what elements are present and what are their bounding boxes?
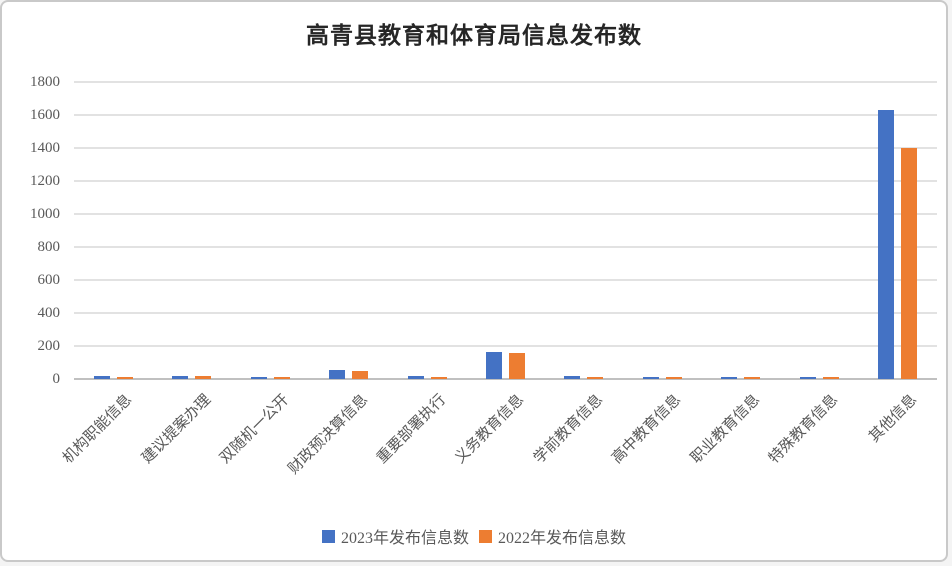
- gridline: [74, 213, 937, 215]
- legend-swatch-icon: [479, 529, 492, 543]
- y-tick-label: 1000: [30, 206, 60, 222]
- gridline: [74, 114, 937, 116]
- legend: 2023年发布信息数 2022年发布信息数: [2, 524, 946, 548]
- bar-2023年发布信息数: [564, 375, 581, 379]
- legend-label: 2022年发布信息数: [498, 530, 627, 547]
- bar-2023年发布信息数: [93, 375, 110, 379]
- bar-2023年发布信息数: [486, 351, 502, 379]
- y-tick-label: 600: [37, 272, 61, 288]
- bar-2022年发布信息数: [509, 352, 525, 379]
- legend-label: 2023年发布信息数: [340, 530, 469, 547]
- bar-2022年发布信息数: [195, 376, 212, 379]
- bar-2022年发布信息数: [273, 377, 290, 379]
- y-tick-label: 1200: [30, 173, 60, 189]
- y-tick-label: 1400: [30, 140, 60, 156]
- gridline: [74, 312, 937, 314]
- plot-area: 0 200 400 600 800 1000 1200 1400 1600 1800: [2, 2, 946, 560]
- legend-item: 2022年发布信息数: [479, 524, 626, 548]
- bar-2023年发布信息数: [721, 377, 738, 379]
- x-axis-line: [74, 378, 937, 380]
- y-tick-label: 1600: [30, 107, 60, 123]
- bar-2022年发布信息数: [352, 370, 369, 379]
- gridline: [74, 81, 937, 83]
- gridline: [74, 345, 937, 347]
- y-tick-label: 800: [37, 239, 61, 255]
- legend-item: 2023年发布信息数: [321, 524, 469, 548]
- bar-2022年发布信息数: [587, 377, 604, 379]
- y-tick-label: 1800: [30, 74, 60, 90]
- gridline: [74, 246, 937, 248]
- bar-2022年发布信息数: [901, 148, 918, 379]
- bar-2023年发布信息数: [799, 377, 816, 379]
- bar-2022年发布信息数: [665, 377, 682, 379]
- bar-2022年发布信息数: [430, 376, 447, 379]
- bar-2023年发布信息数: [407, 375, 424, 379]
- bar-2022年发布信息数: [744, 377, 761, 379]
- y-tick-label: 0: [52, 371, 61, 387]
- bar-2023年发布信息数: [878, 110, 895, 379]
- gridline: [74, 147, 937, 149]
- gridline: [74, 279, 937, 281]
- y-tick-label: 400: [37, 305, 61, 321]
- bar-2023年发布信息数: [172, 375, 189, 379]
- bar-2023年发布信息数: [642, 377, 659, 379]
- bar-2022年发布信息数: [116, 377, 133, 379]
- gridline: [74, 180, 937, 182]
- bar-2023年发布信息数: [329, 369, 346, 379]
- bar-2023年发布信息数: [250, 377, 267, 379]
- chart-title: 高青县教育和体育局信息发布数: [306, 23, 642, 48]
- bar-2022年发布信息数: [822, 377, 839, 379]
- y-tick-label: 200: [37, 338, 61, 354]
- legend-swatch-icon: [321, 529, 335, 543]
